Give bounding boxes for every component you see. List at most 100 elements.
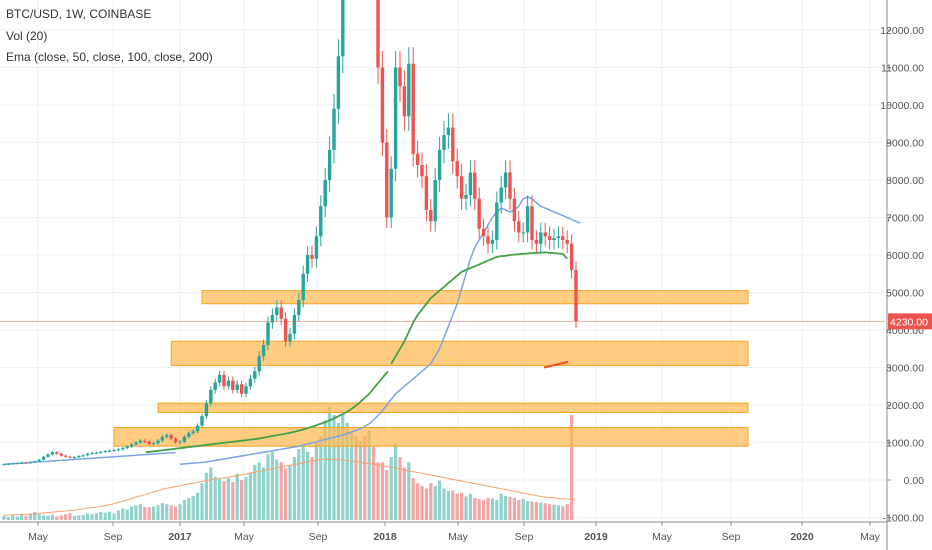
volume-bar: [552, 504, 556, 520]
volume-bar: [37, 514, 41, 520]
price-axis-bg: [887, 0, 932, 550]
volume-bar: [262, 467, 266, 520]
volume-bar: [486, 497, 490, 520]
volume-bar: [218, 479, 222, 520]
volume-bar: [380, 462, 384, 520]
volume-bar: [402, 467, 406, 520]
candle-body: [99, 451, 103, 453]
volume-bar: [6, 516, 10, 520]
volume-bar: [477, 499, 481, 520]
volume-bar: [46, 515, 50, 520]
support-zone[interactable]: [157, 402, 749, 413]
volume-bar: [94, 513, 98, 520]
volume-bar: [394, 443, 398, 520]
volume-bar: [504, 495, 508, 520]
symbol-legend[interactable]: BTC/USD, 1W, COINBASE: [6, 7, 152, 21]
volume-bar: [240, 480, 244, 520]
volume-bar: [152, 506, 156, 520]
candle-body: [213, 382, 217, 390]
time-axis: May Sep 2017 May Sep 2018 May Sep 2019 May Sep 2020…: [0, 521, 887, 543]
volume-bar: [248, 472, 252, 520]
time-label: May: [860, 531, 881, 543]
volume-bar: [451, 490, 455, 520]
volume-bar: [411, 478, 415, 520]
candle-body: [446, 127, 451, 135]
candle-body: [125, 446, 129, 449]
candle-body: [204, 403, 209, 417]
volume-bar: [108, 511, 112, 520]
candle-body: [41, 456, 46, 460]
candle-body: [530, 206, 534, 240]
candle-body: [165, 435, 169, 437]
candle-body: [173, 438, 178, 443]
volume-bar: [81, 514, 85, 520]
candle-body: [121, 448, 125, 450]
candle-body: [200, 416, 204, 426]
volume-bar: [138, 504, 142, 520]
volume-bar: [50, 514, 54, 520]
volume-bar: [196, 492, 200, 520]
candle-body: [477, 198, 481, 229]
volume-bar: [213, 476, 217, 520]
volume-bar: [341, 415, 345, 520]
candle-body: [336, 56, 341, 109]
candle-body: [187, 433, 191, 437]
candle-body: [138, 440, 143, 443]
candle-body: [512, 198, 517, 222]
candle-body: [55, 452, 59, 454]
volume-bar: [68, 513, 72, 520]
volume-bar: [363, 436, 367, 520]
volume-bar: [521, 499, 525, 520]
volume-bar: [556, 505, 560, 520]
volume-bar: [350, 430, 354, 520]
support-zone[interactable]: [113, 427, 749, 447]
price-tick-label: 8000.00: [886, 175, 924, 187]
candle-body: [411, 63, 415, 154]
candle-body: [292, 315, 297, 334]
price-tick-label: 11000.00: [881, 63, 924, 75]
volume-bar: [306, 451, 310, 520]
ema-legend[interactable]: Ema (close, 50, close, 100, close, 200): [6, 50, 213, 64]
volume-bar: [561, 506, 565, 520]
volume-bar: [292, 457, 296, 520]
candle-body: [380, 67, 385, 143]
volume-bar: [433, 485, 437, 520]
support-zones: [113, 290, 749, 447]
volume-bar: [539, 502, 543, 520]
candle-body: [28, 462, 33, 464]
volume-bar: [407, 462, 411, 520]
candle-body: [195, 425, 200, 432]
volume-bar: [398, 457, 402, 520]
support-zone[interactable]: [170, 340, 749, 367]
candle-body: [341, 0, 345, 57]
volume-legend[interactable]: Vol (20): [6, 29, 48, 43]
volume-bar: [244, 476, 248, 520]
candle-body: [191, 431, 195, 434]
volume-bar: [455, 493, 459, 520]
volume-bar: [90, 514, 94, 520]
price-tick-label: 5000.00: [886, 288, 924, 300]
volume-bar: [446, 491, 450, 520]
candle-body: [389, 168, 393, 218]
volume-bar: [508, 496, 512, 520]
time-label: Sep: [104, 531, 123, 543]
price-tick-label: 2000.00: [886, 400, 924, 412]
time-label: 2020: [790, 531, 814, 543]
candlesticks: [0, 0, 885, 466]
price-tick-label: 12000.00: [880, 25, 924, 37]
support-zone[interactable]: [201, 290, 749, 305]
price-tick-label: 9000.00: [886, 138, 924, 150]
volume-bar: [134, 505, 138, 520]
candle-body: [464, 195, 468, 199]
candle-body: [2, 464, 6, 466]
volume-bar: [156, 505, 160, 520]
volume-bar: [534, 502, 538, 520]
volume-bar: [2, 515, 6, 520]
candle-body: [486, 236, 490, 244]
candle-body: [226, 380, 231, 387]
volume-bar: [200, 483, 204, 520]
candle-body: [266, 322, 270, 345]
candle-body: [420, 165, 424, 177]
volume-bar: [187, 497, 191, 520]
